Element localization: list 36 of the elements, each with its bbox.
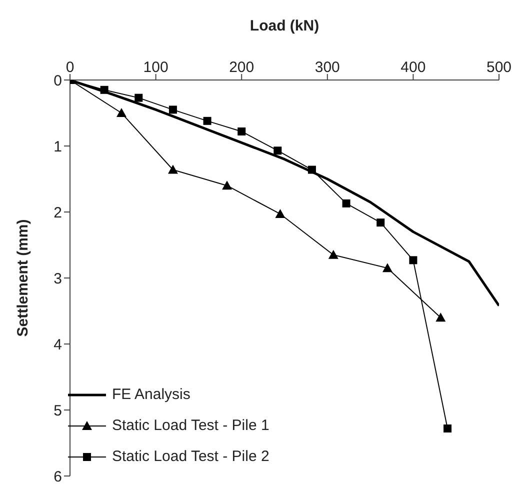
x-axis-title: Load (kN) bbox=[250, 18, 320, 35]
point bbox=[308, 166, 316, 174]
y-tick-label: 3 bbox=[54, 270, 62, 288]
point bbox=[274, 146, 282, 155]
point bbox=[275, 208, 286, 218]
point bbox=[328, 250, 338, 259]
point bbox=[238, 127, 246, 136]
x-tick-label: 200 bbox=[229, 59, 254, 76]
y-tick-label: 2 bbox=[54, 204, 62, 222]
y-tick-label: 6 bbox=[54, 468, 62, 486]
y-tick-label: 1 bbox=[54, 138, 62, 156]
legend-label: Static Load Test - Pile 1 bbox=[112, 417, 270, 434]
point bbox=[222, 180, 232, 190]
point bbox=[116, 108, 126, 117]
point bbox=[168, 164, 178, 174]
point bbox=[342, 199, 350, 208]
point bbox=[444, 424, 452, 432]
legend-label: FE Analysis bbox=[112, 386, 190, 403]
y-tick-label: 0 bbox=[54, 72, 62, 90]
x-tick-label: 100 bbox=[143, 59, 168, 76]
point bbox=[382, 263, 392, 272]
point bbox=[203, 116, 212, 125]
x-tick-label: 300 bbox=[314, 59, 340, 76]
point bbox=[436, 312, 446, 322]
y-tick-label: 4 bbox=[54, 336, 62, 354]
point bbox=[409, 256, 418, 264]
point bbox=[168, 106, 177, 114]
y-tick-label: 5 bbox=[54, 402, 62, 420]
x-tick-label: 500 bbox=[486, 59, 512, 76]
x-tick-label: 0 bbox=[66, 59, 74, 76]
point bbox=[134, 94, 143, 102]
x-tick-label: 400 bbox=[400, 59, 426, 76]
legend-label: Static Load Test - Pile 2 bbox=[112, 448, 270, 465]
point bbox=[100, 86, 108, 94]
y-axis-title: Settlement (mm) bbox=[14, 219, 32, 337]
point bbox=[376, 218, 385, 227]
